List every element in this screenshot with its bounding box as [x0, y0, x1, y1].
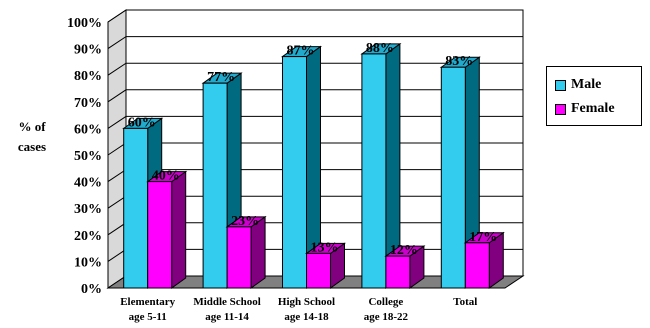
y-tick-label: 40% — [74, 176, 102, 191]
bar-male — [123, 127, 149, 289]
data-label-male: 87% — [287, 44, 315, 59]
y-tick-label: 10% — [74, 255, 102, 270]
gridline — [107, 36, 523, 50]
legend-label-male: Male — [571, 77, 602, 92]
y-tick-label: 100% — [67, 16, 102, 31]
data-label-female: 40% — [152, 169, 180, 184]
legend-swatch-male — [555, 79, 566, 91]
legend-label-female: Female — [571, 101, 615, 116]
bar-female — [226, 226, 252, 289]
bar-male — [361, 53, 387, 289]
data-label-male: 83% — [445, 54, 473, 69]
data-label-female: 13% — [311, 240, 339, 255]
y-tick-label: 80% — [74, 69, 102, 84]
gridline — [107, 9, 523, 23]
bar-female — [385, 255, 411, 289]
bar-female — [147, 181, 173, 289]
y-tick-label: 50% — [74, 149, 102, 164]
legend-item-female: Female — [555, 97, 641, 121]
bar-female-side — [171, 170, 187, 289]
data-label-male: 88% — [366, 41, 394, 56]
bar-male — [282, 56, 307, 289]
legend-swatch-female — [555, 103, 566, 115]
legend: Male Female — [546, 66, 642, 126]
y-tick-label: 70% — [74, 96, 102, 111]
legend-item-male: Male — [555, 73, 641, 97]
y-axis-title: % of cases — [18, 119, 46, 154]
y-tick-label: 0% — [81, 282, 102, 297]
bar-male — [440, 66, 466, 289]
data-label-female: 23% — [231, 214, 259, 229]
x-category-label: College age 18-22 — [364, 296, 409, 323]
y-tick-label: 90% — [74, 43, 102, 58]
data-label-female: 12% — [390, 243, 418, 258]
data-label-female: 17% — [469, 230, 497, 245]
x-category-label: Elementary age 5-11 — [120, 296, 175, 323]
y-tick-label: 20% — [74, 229, 102, 244]
data-label-male: 77% — [207, 70, 235, 85]
bar-male — [202, 82, 228, 289]
x-category-label: Middle School age 11-14 — [193, 296, 261, 323]
data-label-male: 60% — [128, 115, 156, 130]
x-category-label: Total — [453, 296, 477, 308]
x-category-label: High School age 14-18 — [278, 296, 335, 323]
bar-female — [464, 242, 490, 289]
y-tick-label: 30% — [74, 202, 102, 217]
bar-female — [306, 252, 331, 289]
y-tick-label: 60% — [74, 122, 102, 137]
